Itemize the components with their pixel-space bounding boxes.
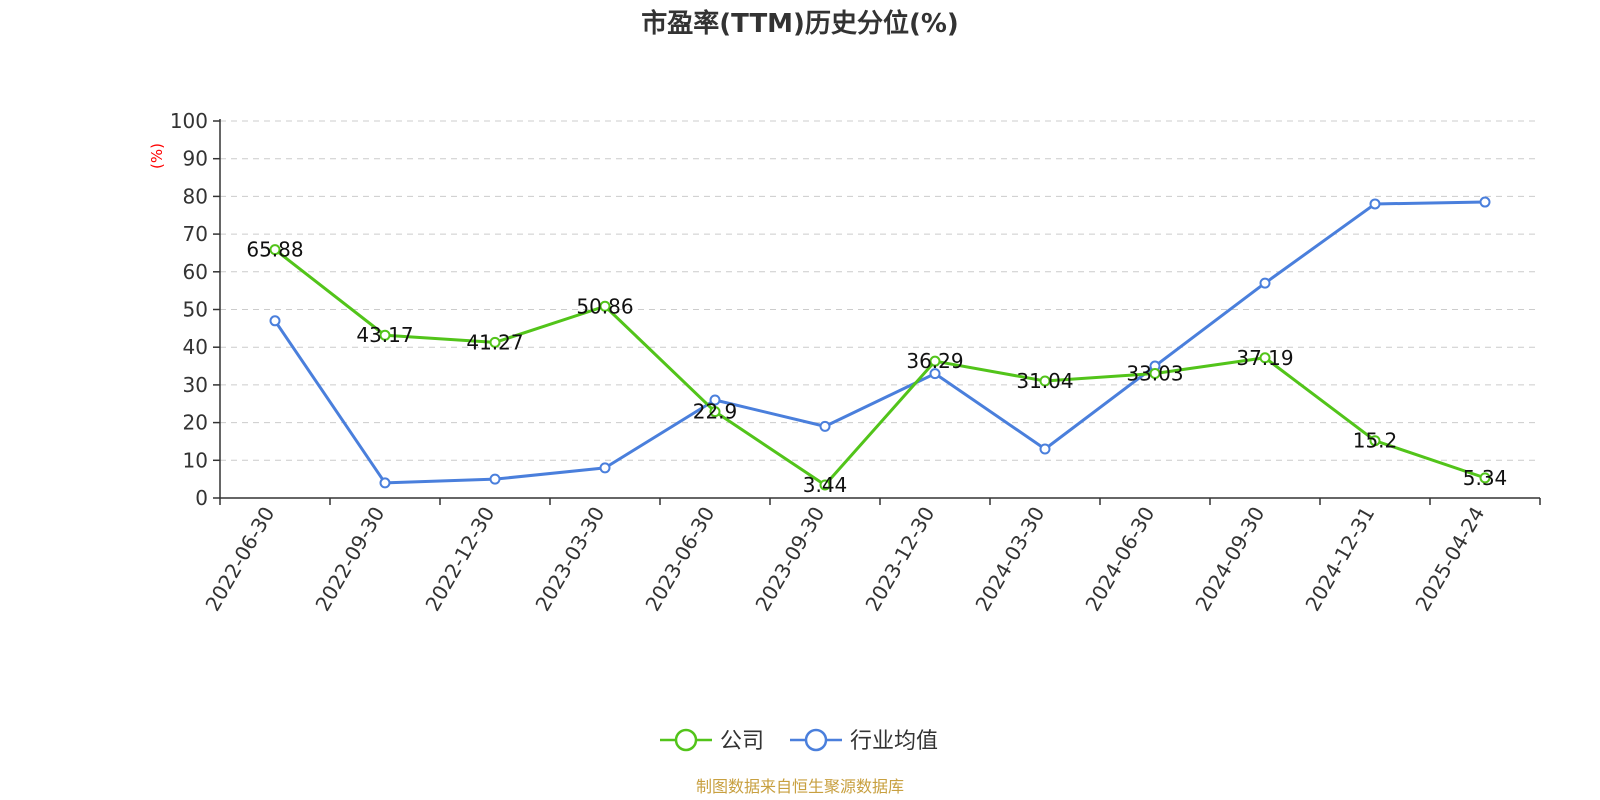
data-point-company[interactable] [819,479,831,491]
data-point-industry-average[interactable] [599,462,611,474]
x-tick-label: 2024-12-31 [1300,503,1379,616]
chart-title: 市盈率(TTM)历史分位(%) [641,8,959,39]
series-line-company [274,248,1486,487]
y-tick-labels: 0 10 20 30 40 50 60 70 80 90 100 [170,109,208,510]
x-tick-label: 2022-06-30 [200,503,279,616]
series-line-industry-average [273,200,1486,485]
legend-swatch-circle-icon [674,728,698,752]
y-tick-label: 60 [183,260,208,284]
y-tick-label: 30 [183,373,208,397]
data-label-company: 41.27 [466,330,523,354]
x-tick-label: 2023-09-30 [750,503,829,616]
legend-item-company[interactable]: 公司 [660,728,764,754]
data-label-company: 65.88 [246,238,303,262]
data-point-industry-average[interactable] [269,315,281,327]
x-tick-label: 2023-12-30 [860,503,939,616]
data-point-company[interactable] [929,355,941,367]
y-axis-unit: (%) [148,143,166,169]
y-tick-label: 10 [183,448,208,472]
data-point-company[interactable] [379,329,391,341]
data-point-company[interactable] [1479,472,1491,484]
data-point-company[interactable] [489,336,501,348]
data-point-industry-average[interactable] [929,368,941,380]
data-label-company: 22.9 [693,400,738,424]
data-point-industry-average[interactable] [1369,198,1381,210]
x-tick-label: 2025-04-24 [1410,503,1489,616]
axes [213,119,1541,505]
x-tick-label: 2023-03-30 [530,503,609,616]
data-label-company: 36.29 [906,349,963,373]
y-tick-label: 70 [183,222,208,246]
data-point-company[interactable] [1259,352,1271,364]
x-tick-label: 2022-09-30 [310,503,389,616]
data-label-company: 50.86 [576,294,633,318]
x-tick-label: 2022-12-30 [420,503,499,616]
data-point-industry-average[interactable] [819,420,831,432]
y-tick-label: 0 [195,486,208,510]
data-point-industry-average[interactable] [489,473,501,485]
data-point-company[interactable] [709,406,721,418]
y-tick-label: 20 [183,411,208,435]
data-point-company[interactable] [1039,375,1051,387]
legend-swatch-circle-icon [804,728,828,752]
data-label-company: 3.44 [803,473,848,497]
data-labels: 65.88 43.17 41.27 50.86 22.9 3.44 36.29 31.04 33… [246,238,1507,497]
y-tick-label: 50 [183,298,208,322]
x-tick-label: 2024-03-30 [970,503,1049,616]
data-point-company[interactable] [269,244,281,256]
source-note: 制图数据来自恒生聚源数据库 [696,777,904,796]
data-label-company: 15.2 [1353,429,1398,453]
legend-label-industry-average: 行业均值 [850,729,938,754]
series-lines [269,196,1491,491]
data-point-company[interactable] [1369,435,1381,447]
legend: 公司 行业均值 [660,728,938,754]
data-point-industry-average[interactable] [1479,196,1491,208]
legend-item-industry-average[interactable]: 行业均值 [790,728,938,754]
y-tick-label: 90 [183,147,208,171]
data-label-company: 43.17 [356,323,413,347]
x-tick-label: 2023-06-30 [640,503,719,616]
data-label-company: 5.34 [1463,466,1508,490]
y-tick-label: 80 [183,184,208,208]
x-tick-label: 2024-09-30 [1190,503,1269,616]
x-tick-label: 2024-06-30 [1080,503,1159,616]
grid-lines [220,120,1540,461]
legend-label-company: 公司 [720,729,764,754]
data-point-company[interactable] [1149,367,1161,379]
data-point-industry-average[interactable] [1259,277,1271,289]
data-label-company: 37.19 [1236,346,1293,370]
data-point-company[interactable] [599,300,611,312]
data-point-industry-average[interactable] [1039,443,1051,455]
x-tick-labels: 2022-06-30 2022-09-30 2022-12-30 2023-03-30… [200,503,1489,616]
data-point-industry-average[interactable] [709,394,721,406]
data-label-company: 31.04 [1016,369,1073,393]
data-point-industry-average[interactable] [379,477,391,489]
data-label-company: 33.03 [1126,361,1183,385]
y-tick-label: 40 [183,335,208,359]
y-tick-label: 100 [170,109,208,133]
